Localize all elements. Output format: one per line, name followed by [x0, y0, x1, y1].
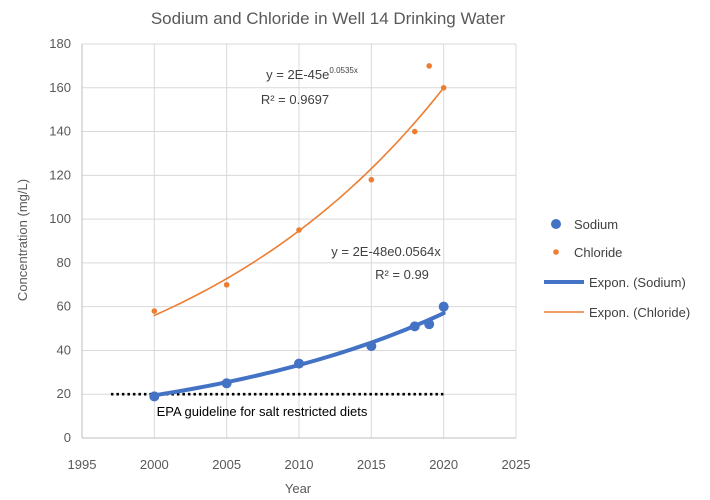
- chloride-point: [440, 84, 447, 91]
- legend-marker-chloride: [553, 249, 559, 255]
- y-tick-label: 60: [57, 299, 71, 314]
- legend-label: Chloride: [574, 245, 622, 260]
- chart-title: Sodium and Chloride in Well 14 Drinking …: [151, 9, 506, 28]
- legend-label: Sodium: [574, 217, 618, 232]
- chloride-r2: R² = 0.9697: [261, 92, 329, 107]
- sodium-point: [221, 378, 232, 389]
- y-tick-label: 160: [49, 80, 71, 95]
- x-tick-label: 2005: [212, 457, 241, 472]
- sodium-equation: y = 2E-48e0.0564x: [331, 244, 441, 259]
- sodium-point: [409, 321, 420, 332]
- x-axis-title: Year: [285, 481, 312, 496]
- sodium-point: [366, 341, 377, 352]
- legend: Sodium Chloride Expon. (Sodium) Expon. (Chl…: [544, 217, 690, 320]
- chloride-point: [223, 281, 230, 288]
- legend-label: Expon. (Sodium): [589, 275, 686, 290]
- y-tick-label: 140: [49, 124, 71, 139]
- tick-labels: 0 20 40 60 80 100 120 140 160 180 1995 2000 2005 2010…: [49, 36, 530, 472]
- chloride-point: [411, 128, 418, 135]
- sodium-point: [294, 358, 304, 369]
- y-tick-label: 120: [49, 167, 71, 182]
- sodium-point: [424, 319, 435, 330]
- sodium-r2: R² = 0.99: [375, 267, 429, 282]
- legend-marker-sodium: [551, 219, 561, 229]
- trendline-equations: y = 2E-45e0.0535x R² = 0.9697 y = 2E-48e…: [261, 66, 441, 282]
- sodium-point: [149, 391, 160, 402]
- legend-label: Expon. (Chloride): [589, 305, 690, 320]
- x-tick-label: 2020: [429, 457, 458, 472]
- y-tick-label: 80: [57, 255, 71, 270]
- x-tick-label: 2010: [285, 457, 314, 472]
- data-points: [149, 63, 449, 402]
- x-tick-label: 2025: [502, 457, 531, 472]
- axes: [81, 44, 516, 439]
- x-tick-label: 1995: [68, 457, 97, 472]
- y-tick-label: 0: [64, 430, 71, 445]
- chloride-point: [151, 308, 158, 314]
- y-tick-label: 20: [57, 386, 71, 401]
- x-tick-label: 2015: [357, 457, 386, 472]
- chloride-point: [368, 176, 375, 183]
- x-tick-label: 2000: [140, 457, 169, 472]
- chloride-point: [426, 63, 433, 69]
- y-axis-title: Concentration (mg/L): [15, 179, 30, 301]
- y-tick-label: 40: [57, 342, 71, 357]
- chloride-point: [296, 227, 302, 233]
- chloride-equation: y = 2E-45e0.0535x: [266, 66, 358, 82]
- y-tick-label: 180: [49, 36, 71, 51]
- guideline-label: EPA guideline for salt restricted diets: [157, 404, 368, 419]
- y-tick-label: 100: [49, 211, 71, 226]
- sodium-point: [438, 301, 449, 312]
